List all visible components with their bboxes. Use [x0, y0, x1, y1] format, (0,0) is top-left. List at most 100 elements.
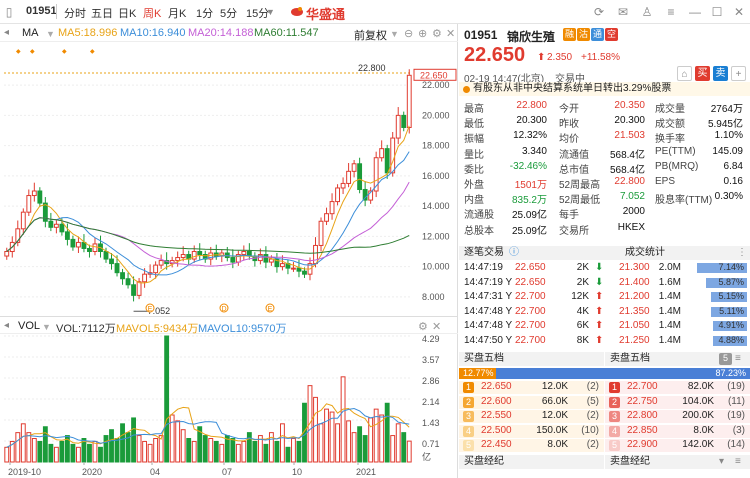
- close-icon[interactable]: ✕: [733, 5, 745, 19]
- level-button[interactable]: 5: [719, 353, 732, 365]
- zoom-in-icon[interactable]: ⊕: [418, 28, 428, 40]
- ask-level-badge: 1: [609, 382, 620, 393]
- candle-body: [76, 241, 81, 248]
- close-chart-icon[interactable]: ✕: [446, 28, 456, 40]
- tab-timeshare[interactable]: 分时: [64, 8, 86, 20]
- candle-body: [87, 247, 92, 253]
- price-chart[interactable]: 22.000 20.000 18.000 16.000 14.000 12.000 10.0…: [0, 42, 458, 316]
- announcement-banner[interactable]: 有股东从非中央结算系统单日转出3.29%股票: [459, 82, 750, 96]
- tick-down-arrow-icon: ⬇: [595, 276, 604, 288]
- ask-level-row[interactable]: 1 22.700 82.0K (19): [605, 381, 750, 394]
- shirt-icon[interactable]: ♙: [641, 5, 653, 19]
- candle-body: [291, 267, 296, 270]
- mail-icon[interactable]: ✉: [617, 5, 629, 19]
- sell-button[interactable]: 卖: [713, 66, 728, 81]
- tab-1min[interactable]: 1分: [196, 8, 214, 20]
- volume-bar: [64, 435, 70, 463]
- period-dropdown-icon[interactable]: ▼: [266, 7, 275, 17]
- candle-body: [70, 238, 76, 248]
- alert-icon[interactable]: ⌂: [677, 66, 692, 81]
- price-axis-label: 12.000: [422, 231, 450, 241]
- candle-body: [340, 182, 346, 189]
- bid-level-row[interactable]: 2 22.600 66.0K (5): [459, 395, 604, 409]
- stats-row: 内盘 835.2万 52周最低 7.052 股息率(TTM) 0.30%: [459, 191, 750, 206]
- tab-monthly-k[interactable]: 月K: [168, 8, 187, 20]
- price-change-pct: +11.58%: [581, 52, 621, 63]
- broker-menu-icon[interactable]: ≡: [735, 456, 741, 467]
- vol-dropdown-icon[interactable]: ▼: [42, 322, 51, 332]
- stats-row: 振幅 12.32% 均价 21.503 换手率 1.10%: [459, 130, 750, 145]
- ask-level-row[interactable]: 5 22.900 142.0K (14): [605, 439, 750, 452]
- stat-ratio-bar: [711, 306, 747, 317]
- stats-menu-icon[interactable]: ⋮: [737, 247, 747, 258]
- ask-level-row[interactable]: 2 22.750 104.0K (11): [605, 395, 750, 409]
- vol-close-icon[interactable]: ✕: [432, 321, 442, 333]
- bid-order-count: (2): [586, 381, 599, 392]
- refresh-icon[interactable]: ⟳: [593, 5, 605, 19]
- volume-bar: [351, 432, 357, 463]
- tab-15min[interactable]: 15分: [246, 8, 270, 20]
- volume-bar: [362, 435, 368, 463]
- add-watchlist-icon[interactable]: +: [731, 66, 746, 81]
- tick-row: 14:47:19 Y 22.650 2K ⬇ 21.400 1.6M 5.87%: [459, 277, 750, 290]
- tab-5min[interactable]: 5分: [220, 8, 238, 20]
- maximize-icon[interactable]: ☐: [711, 5, 723, 19]
- tab-weekly-k[interactable]: 周K: [143, 8, 162, 20]
- level-menu-icon[interactable]: ≡: [735, 353, 741, 364]
- tick-volume: 2K: [576, 276, 589, 288]
- tick-price: 22.650: [515, 262, 546, 273]
- tick-up-arrow-icon: ⬆: [595, 334, 604, 346]
- candle-body: [180, 254, 186, 259]
- ask-title: 卖盘五档: [610, 353, 650, 364]
- tick-up-arrow-icon: ⬆: [595, 305, 604, 317]
- zoom-out-icon[interactable]: ⊖: [404, 28, 414, 40]
- bid-level-row[interactable]: 5 22.450 8.0K (2): [459, 439, 604, 452]
- adjust-dropdown-icon[interactable]: ▼: [390, 29, 399, 39]
- volume-bar: [329, 411, 335, 463]
- event-marker-icon: ◆: [62, 49, 67, 55]
- stat-price: 21.050: [619, 320, 650, 331]
- stat-value: 3.340: [521, 145, 547, 157]
- volume-bar: [26, 432, 32, 463]
- stats-title[interactable]: 成交统计: [625, 247, 665, 258]
- tick-row: 14:47:19 22.650 2K ⬇ 21.300 2.0M 7.14%: [459, 262, 750, 275]
- menu-icon[interactable]: ≡: [667, 5, 675, 19]
- ask-level-row[interactable]: 3 22.800 200.0K (19): [605, 410, 750, 423]
- bid-level-row[interactable]: 1 22.650 12.0K (2): [459, 381, 604, 394]
- minimize-icon[interactable]: —: [689, 5, 701, 19]
- stat-volume: 1.4M: [658, 334, 681, 346]
- ma-legend: ◂ MA ▼ MA5:18.996 MA10:16.940 MA20:14.18…: [0, 24, 458, 42]
- volume-bar: [280, 423, 285, 463]
- broker-filter-icon[interactable]: ▾: [719, 456, 725, 467]
- tab-daily-k[interactable]: 日K: [118, 8, 137, 20]
- bid-price: 22.600: [481, 395, 512, 407]
- panel-toggle-icon[interactable]: ▯: [5, 5, 13, 19]
- adjust-select[interactable]: 前复权: [354, 30, 387, 42]
- volume-bar: [186, 438, 192, 463]
- tick-row: 14:47:50 Y 22.700 8K ⬆ 21.250 1.4M 4.88%: [459, 335, 750, 348]
- stat-value: 145.09: [712, 145, 743, 157]
- candle-body: [109, 258, 114, 265]
- tab-5day[interactable]: 五日: [91, 8, 113, 20]
- vol-settings-icon[interactable]: ⚙: [418, 321, 428, 333]
- ma-dropdown-icon[interactable]: ▼: [46, 29, 55, 39]
- vol-collapse-icon[interactable]: ◂: [4, 320, 10, 331]
- ticks-help-icon[interactable]: ⓘ: [509, 247, 519, 258]
- stats-row: 委比 -32.46% 总市值 568.4亿 PB(MRQ) 6.84: [459, 161, 750, 176]
- bid-level-row[interactable]: 4 22.500 150.0K (10): [459, 424, 604, 438]
- vol-label[interactable]: VOL: [18, 320, 41, 332]
- ma-label[interactable]: MA: [22, 27, 39, 39]
- ask-level-row[interactable]: 4 22.850 8.0K (3): [605, 424, 750, 438]
- volume-chart[interactable]: 4.29 3.57 2.86 2.14 1.43 0.71 亿 2019-10 2020 04 07…: [0, 334, 458, 478]
- bid-level-row[interactable]: 3 22.550 12.0K (2): [459, 410, 604, 423]
- volume-bar: [274, 440, 280, 463]
- buy-button[interactable]: 买: [695, 66, 710, 81]
- current-price-label: 22.650: [420, 70, 448, 80]
- candle-body: [401, 114, 407, 128]
- collapse-icon[interactable]: ◂: [4, 27, 10, 38]
- volume-bar: [164, 335, 170, 463]
- volume-bar: [147, 443, 153, 463]
- settings-icon[interactable]: ⚙: [432, 28, 442, 40]
- stat-label: 昨收: [559, 119, 579, 131]
- ticks-title[interactable]: 逐笔交易: [464, 247, 504, 258]
